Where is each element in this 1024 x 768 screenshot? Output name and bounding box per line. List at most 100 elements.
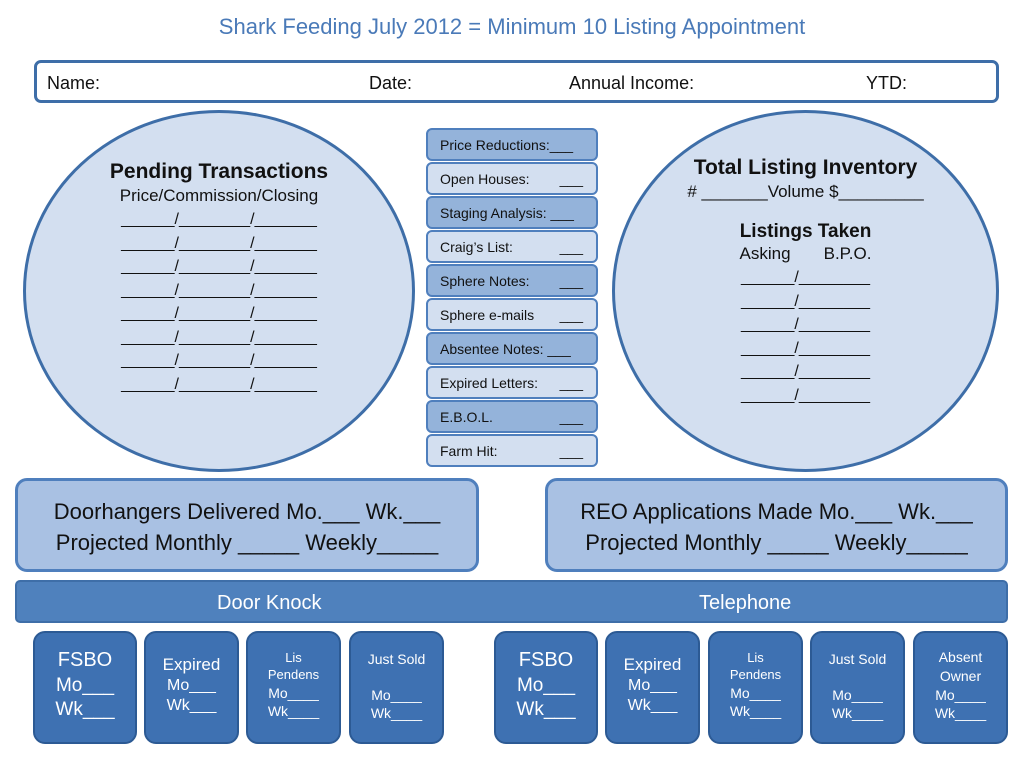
activity-label: Sphere Notes: <box>440 273 530 289</box>
door-knock-tile-just-sold: Just Sold Mo____ Wk____ <box>349 631 444 744</box>
door-knock-tile-lis-pendens: Lis Pendens Mo____ Wk____ <box>246 631 341 744</box>
activity-blank: ___ <box>559 375 583 391</box>
listing-line: ______/________ <box>740 386 871 404</box>
listing-line: ______/________ <box>740 292 871 310</box>
tile-title: Expired <box>162 655 221 674</box>
annual-income-label: Annual Income: <box>569 73 695 93</box>
tile-title: FSBO <box>57 649 113 671</box>
telephone-tile-fsbo: FSBO Mo___ Wk___ <box>494 631 598 744</box>
category-band: Door Knock Telephone <box>15 580 1008 623</box>
tile-mo: Mo___ <box>167 677 216 694</box>
activity-label: Absentee Notes: ___ <box>440 341 571 357</box>
reo-line2: Projected Monthly _____ Weekly_____ <box>585 530 968 555</box>
tile-wk: Wk____ <box>267 703 320 719</box>
tile-mo: Mo____ <box>371 687 422 703</box>
tile-title: Owner <box>939 668 982 684</box>
activity-label: Price Reductions:___ <box>440 137 574 153</box>
ytd-label: YTD: <box>866 73 908 93</box>
tile-title: Just Sold <box>367 651 426 667</box>
tile-wk: Wk____ <box>729 703 782 719</box>
activity-label: Expired Letters: <box>440 375 539 391</box>
activity-staging-analysis: Staging Analysis: ___ <box>426 196 598 229</box>
activity-farm-hit: Farm Hit: ___ <box>426 434 598 467</box>
listing-line: ______/________ <box>740 339 871 357</box>
tile-mo: Mo____ <box>268 685 319 701</box>
activity-price-reductions: Price Reductions:___ <box>426 128 598 161</box>
activity-blank: ___ <box>559 307 583 323</box>
activity-blank: ___ <box>559 171 583 187</box>
pending-line: ______/________/_______ <box>121 211 317 228</box>
reo-line1: REO Applications Made Mo.___ Wk.___ <box>580 499 973 524</box>
tile-title: Absent <box>938 649 983 665</box>
tile-wk: Wk___ <box>55 699 115 720</box>
telephone-tile-expired: Expired Mo___ Wk___ <box>605 631 700 744</box>
activity-blank: ___ <box>559 409 583 425</box>
tile-title: Lis <box>747 650 764 665</box>
pending-transactions-panel: Pending Transactions Price/Commission/Cl… <box>23 110 415 472</box>
inventory-volume-line: # _______Volume $_________ <box>687 182 924 201</box>
listings-columns: Asking B.P.O. <box>739 244 872 263</box>
activity-label: Craig’s List: <box>440 239 513 255</box>
tile-mo: Mo____ <box>832 687 883 703</box>
activity-expired-letters: Expired Letters: ___ <box>426 366 598 399</box>
pending-line: ______/________/_______ <box>121 305 317 322</box>
activity-blank: ___ <box>559 443 583 459</box>
tile-title: Pendens <box>267 667 320 682</box>
activity-label: Staging Analysis: ___ <box>440 205 574 221</box>
tile-mo: Mo___ <box>55 675 115 696</box>
activity-open-houses: Open Houses: ___ <box>426 162 598 195</box>
tile-mo: Mo___ <box>516 675 576 696</box>
door-knock-label: Door Knock <box>217 592 322 614</box>
tile-title: FSBO <box>518 649 574 671</box>
name-label: Name: <box>47 73 101 93</box>
tile-wk: Wk____ <box>831 705 884 721</box>
pending-line: ______/________/_______ <box>121 328 317 346</box>
door-knock-tile-fsbo: FSBO Mo___ Wk___ <box>33 631 137 744</box>
activity-sphere-notes: Sphere Notes: ___ <box>426 264 598 297</box>
listing-line: ______/________ <box>740 316 871 333</box>
tile-title: Lis <box>285 650 302 665</box>
tile-mo: Mo___ <box>628 677 677 694</box>
tile-wk: Wk___ <box>627 697 678 714</box>
doorhangers-line2: Projected Monthly _____ Weekly_____ <box>55 530 439 555</box>
tile-wk: Wk___ <box>516 699 576 720</box>
pending-line: ______/________/_______ <box>121 258 317 275</box>
telephone-tile-lis-pendens: Lis Pendens Mo____ Wk____ <box>708 631 803 744</box>
telephone-label: Telephone <box>699 592 792 614</box>
pending-line: ______/________/_______ <box>121 281 317 299</box>
tile-mo: Mo____ <box>730 685 781 701</box>
telephone-tile-absent-owner: Absent Owner Mo____ Wk____ <box>913 631 1008 744</box>
pending-heading: Pending Transactions <box>109 160 329 183</box>
pending-line: ______/________/_______ <box>121 352 317 369</box>
tile-wk: Wk____ <box>370 705 423 721</box>
pending-subheading: Price/Commission/Closing <box>119 186 319 205</box>
activity-label: Farm Hit: <box>440 443 498 459</box>
pending-line: ______/________/_______ <box>121 234 317 252</box>
activity-label: Sphere e-mails <box>440 307 535 323</box>
listing-line: ______/________ <box>740 269 871 286</box>
activity-blank: ___ <box>559 273 583 289</box>
date-label: Date: <box>369 73 413 93</box>
listing-line: ______/________ <box>740 363 871 380</box>
inventory-heading: Total Listing Inventory <box>693 156 918 179</box>
tile-title: Pendens <box>729 667 782 682</box>
tile-mo: Mo____ <box>935 687 986 703</box>
telephone-tile-just-sold: Just Sold Mo____ Wk____ <box>810 631 905 744</box>
activity-label: Open Houses: <box>440 171 530 187</box>
activity-blank: ___ <box>559 239 583 255</box>
info-bar: Name: Date: Annual Income: YTD: <box>34 60 999 103</box>
activity-sphere-emails: Sphere e-mails ___ <box>426 298 598 331</box>
tile-title: Just Sold <box>828 651 887 667</box>
activity-craigs-list: Craig’s List: ___ <box>426 230 598 263</box>
tile-wk: Wk___ <box>166 697 217 714</box>
tile-title: Expired <box>623 655 682 674</box>
door-knock-tile-expired: Expired Mo___ Wk___ <box>144 631 239 744</box>
activity-ebol: E.B.O.L. ___ <box>426 400 598 433</box>
listings-taken-heading: Listings Taken <box>739 221 872 242</box>
doorhangers-line1: Doorhangers Delivered Mo.___ Wk.___ <box>53 499 441 524</box>
page-title: Shark Feeding July 2012 = Minimum 10 Lis… <box>218 14 806 39</box>
reo-box: REO Applications Made Mo.___ Wk.___ Proj… <box>545 478 1008 572</box>
listing-inventory-panel: Total Listing Inventory # _______Volume … <box>612 110 999 472</box>
doorhangers-box: Doorhangers Delivered Mo.___ Wk.___ Proj… <box>15 478 479 572</box>
tile-wk: Wk____ <box>934 705 987 721</box>
